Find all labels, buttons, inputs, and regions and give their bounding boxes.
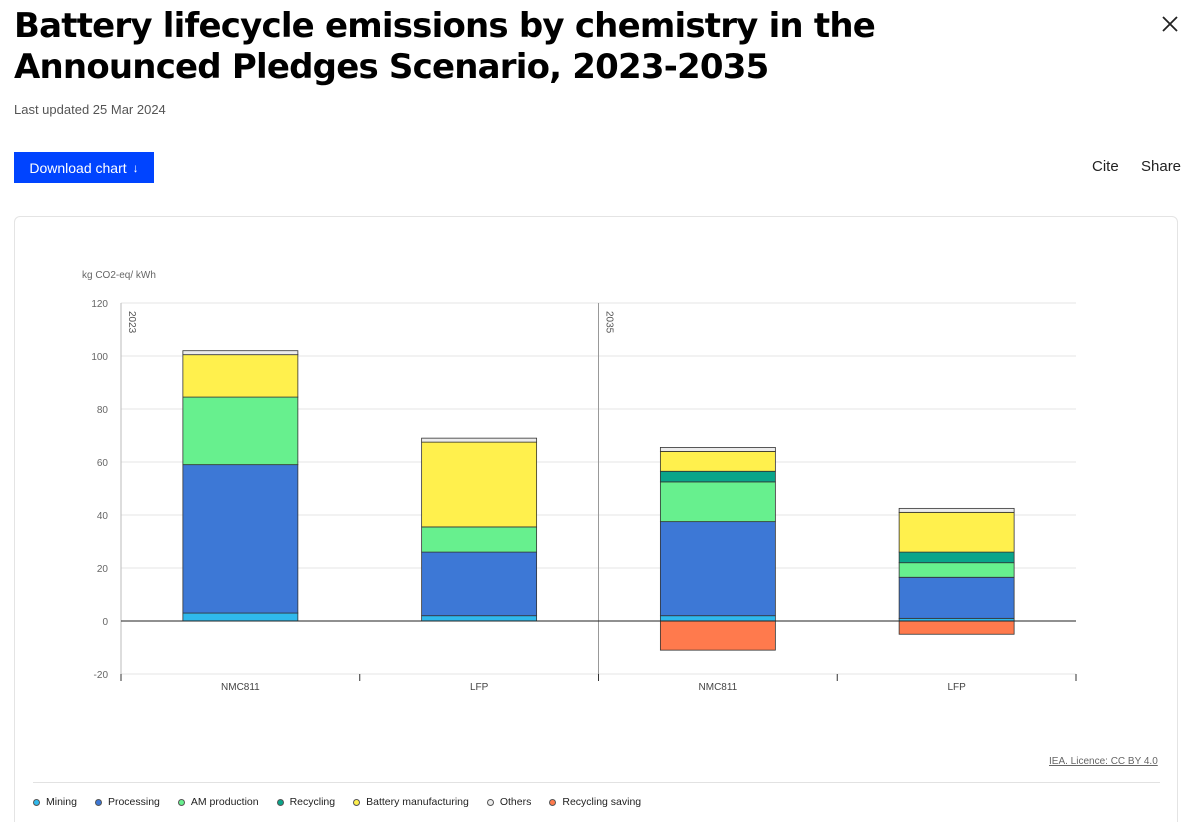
legend-item-recycling-saving[interactable]: Recycling saving (549, 796, 641, 808)
bar-segment-processing (898, 576, 1015, 619)
legend-label: Recycling (289, 796, 336, 808)
bar-segment-mining (182, 612, 299, 622)
y-tick-label: 20 (97, 564, 109, 575)
y-tick-label: 100 (91, 352, 108, 363)
bar-segment-processing (421, 551, 538, 617)
group-label: 2035 (604, 311, 615, 334)
page-title: Battery lifecycle emissions by chemistry… (14, 6, 876, 87)
close-icon[interactable] (1158, 12, 1182, 36)
legend-label: Battery manufacturing (366, 796, 469, 808)
legend-label: Others (499, 796, 532, 808)
bar-segment-others (659, 447, 776, 452)
legend-label: Mining (46, 796, 77, 808)
legend-swatch (33, 798, 40, 806)
legend-item-battery-manufacturing[interactable]: Battery manufacturing (353, 796, 469, 808)
last-updated: Last updated 25 Mar 2024 (14, 102, 166, 117)
legend-label: Recycling saving (562, 796, 642, 808)
download-chart-label: Download chart (29, 159, 127, 176)
bar-segment-am-production (421, 526, 538, 553)
bar-segment-processing (659, 521, 776, 617)
legend-item-recycling[interactable]: Recycling (276, 796, 336, 808)
y-tick-label: -20 (94, 670, 109, 681)
bar-segment-am-production (182, 396, 299, 466)
bar-segment-battery-manufacturing (659, 450, 776, 472)
bar-segment-battery-manufacturing (421, 441, 538, 528)
legend-item-mining[interactable]: Mining (33, 796, 77, 808)
bar-segment-mining (421, 615, 538, 622)
bar-segment-am-production (898, 562, 1015, 578)
x-tick-label: NMC811 (699, 682, 738, 693)
x-tick-label: LFP (470, 682, 489, 693)
bar-segment-processing (182, 464, 299, 614)
legend-label: Processing (107, 796, 160, 808)
group-label: 2023 (126, 311, 137, 334)
legend-swatch (353, 798, 361, 806)
legend-swatch (549, 798, 557, 806)
y-tick-label: 60 (97, 458, 109, 469)
legend-item-processing[interactable]: Processing (94, 796, 160, 808)
licence-link[interactable]: IEA. Licence: CC BY 4.0 (1049, 756, 1158, 767)
bar-segment-recycling-saving (659, 620, 776, 651)
cite-link[interactable]: Cite (1092, 158, 1119, 175)
legend-swatch (276, 798, 284, 806)
legend-divider (33, 782, 1160, 783)
legend-swatch (94, 798, 102, 806)
legend-label: AM production (190, 796, 259, 808)
bar-segment-others (421, 437, 538, 443)
bar-segment-battery-manufacturing (898, 511, 1015, 553)
share-link[interactable]: Share (1141, 158, 1182, 175)
bar-segment-recycling (898, 551, 1015, 564)
y-tick-label: 0 (102, 617, 108, 628)
bar-segment-recycling (659, 470, 776, 483)
bar-segment-battery-manufacturing (182, 354, 299, 398)
legend-swatch (486, 798, 494, 806)
y-tick-label: 120 (91, 299, 108, 310)
chart-legend: Mining Processing AM production Recycling Ba… (33, 796, 641, 808)
bar-segment-others (182, 350, 299, 356)
bar-segment-mining (659, 615, 776, 622)
x-tick-label: NMC811 (221, 682, 260, 693)
download-arrow-icon: ↓ (132, 160, 139, 175)
y-tick-label: 40 (97, 511, 109, 522)
x-tick-label: LFP (947, 682, 966, 693)
y-axis-label: kg CO2-eq/ kWh (82, 270, 156, 281)
y-tick-label: 80 (97, 405, 109, 416)
bar-segment-others (898, 507, 1015, 513)
bar-segment-recycling-saving (898, 620, 1015, 635)
download-chart-button[interactable]: Download chart ↓ (14, 152, 154, 183)
bar-segment-am-production (659, 481, 776, 523)
legend-item-am-production[interactable]: AM production (177, 796, 259, 808)
legend-swatch (177, 798, 185, 806)
chart-card (14, 216, 1178, 822)
legend-item-others[interactable]: Others (486, 796, 532, 808)
